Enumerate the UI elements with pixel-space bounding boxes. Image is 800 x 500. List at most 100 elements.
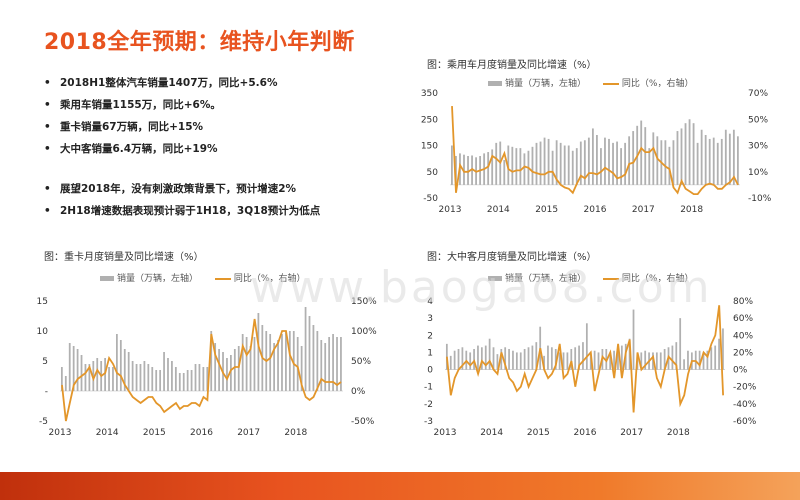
- bar: [706, 350, 709, 370]
- y-left-tick-label: 3: [427, 314, 433, 324]
- bar: [616, 141, 618, 185]
- y-right-tick-label: -60%: [733, 417, 757, 427]
- bar: [702, 352, 705, 370]
- legend-line-label: 同比（%，右轴）: [233, 274, 306, 284]
- bar: [620, 148, 622, 185]
- y-right-tick-label: 100%: [351, 327, 377, 337]
- y-left-tick-label: -: [45, 387, 48, 397]
- bar: [324, 343, 327, 391]
- bar: [617, 347, 619, 370]
- legend-line-swatch: [602, 277, 619, 280]
- y-left-tick-label: -5: [39, 417, 48, 427]
- bar: [570, 349, 573, 370]
- bullet-item: 重卡销量67万辆，同比+15%: [44, 116, 320, 138]
- bar: [64, 376, 67, 391]
- bar: [237, 346, 240, 391]
- y-right-tick-label: -40%: [733, 400, 757, 410]
- bar: [108, 367, 110, 391]
- bar: [178, 373, 181, 391]
- bar: [652, 132, 655, 185]
- bullet-item: 2H18增速数据表现预计弱于1H18，3Q18预计为低点: [44, 200, 320, 222]
- x-tick-label: 2016: [584, 205, 607, 215]
- bar: [692, 123, 695, 185]
- bar: [648, 148, 651, 185]
- bar: [732, 129, 735, 185]
- bar: [555, 140, 558, 185]
- x-tick-label: 2014: [487, 205, 510, 215]
- yoy-line: [61, 318, 342, 422]
- y-left-tick-label: -50: [423, 194, 438, 204]
- bar: [273, 343, 276, 391]
- bar: [644, 127, 647, 185]
- bar: [640, 352, 643, 370]
- bar: [300, 346, 303, 391]
- bar: [718, 338, 720, 370]
- y-left-tick-label: 4: [427, 297, 433, 307]
- bar: [467, 156, 469, 185]
- bar: [664, 140, 667, 185]
- bar: [206, 367, 209, 391]
- x-tick-label: 2017: [620, 428, 643, 438]
- bar: [704, 135, 707, 185]
- x-tick-label: 2015: [527, 428, 550, 438]
- bar: [88, 364, 91, 391]
- bar: [644, 350, 647, 370]
- bar: [477, 345, 479, 370]
- bar: [679, 318, 682, 370]
- bar: [575, 148, 578, 185]
- bar: [519, 148, 522, 185]
- bar: [288, 331, 291, 391]
- legend-line-label: 同比（%，右轴）: [621, 274, 694, 284]
- y-right-tick-label: 50%: [748, 115, 768, 125]
- bar: [543, 355, 545, 370]
- bar: [676, 131, 679, 185]
- bar: [700, 129, 703, 185]
- bar: [571, 150, 574, 185]
- bar: [659, 352, 662, 370]
- legend-line-swatch: [214, 277, 231, 280]
- y-left-tick-label: 15: [37, 297, 48, 307]
- bar: [292, 331, 295, 391]
- bar: [613, 350, 615, 370]
- bar: [461, 347, 464, 370]
- bar: [147, 364, 150, 391]
- legend-line-label: 同比（%，右轴）: [621, 79, 694, 89]
- x-tick-label: 2017: [632, 205, 655, 215]
- bar: [480, 347, 483, 370]
- bar: [277, 340, 279, 391]
- bar: [736, 136, 739, 185]
- bar: [143, 361, 146, 391]
- legend-bar-label: 销量（万辆，左轴）: [505, 79, 587, 89]
- y-left-tick-label: 50: [427, 168, 439, 178]
- bar: [182, 373, 185, 391]
- bullet-item: 展望2018年，没有刺激政策背景下，预计增速2%: [44, 178, 320, 200]
- bar: [710, 347, 713, 370]
- y-right-tick-label: 10%: [748, 168, 768, 178]
- bar: [672, 140, 675, 185]
- bar: [496, 354, 499, 370]
- x-tick-label: 2015: [535, 205, 558, 215]
- bar: [547, 138, 550, 185]
- legend-bus: 销量（万辆，左轴） 同比（%，右轴）: [488, 271, 693, 284]
- bar: [167, 358, 169, 391]
- bar: [523, 153, 526, 185]
- bar: [229, 355, 232, 391]
- bar: [543, 137, 546, 185]
- bar: [491, 149, 494, 185]
- bar: [308, 316, 311, 391]
- bar: [566, 352, 569, 370]
- x-tick-label: 2018: [284, 428, 307, 438]
- bar: [257, 313, 260, 391]
- bar: [119, 340, 122, 391]
- bar: [214, 343, 217, 391]
- bar: [722, 328, 724, 370]
- bar: [500, 349, 503, 370]
- bar: [632, 309, 635, 370]
- bar: [285, 331, 287, 391]
- legend-bar-swatch: [488, 276, 502, 281]
- bar: [504, 347, 507, 370]
- y-left-tick-label: -3: [424, 417, 433, 427]
- bar: [469, 352, 472, 370]
- bar: [76, 349, 79, 391]
- bar: [159, 370, 162, 391]
